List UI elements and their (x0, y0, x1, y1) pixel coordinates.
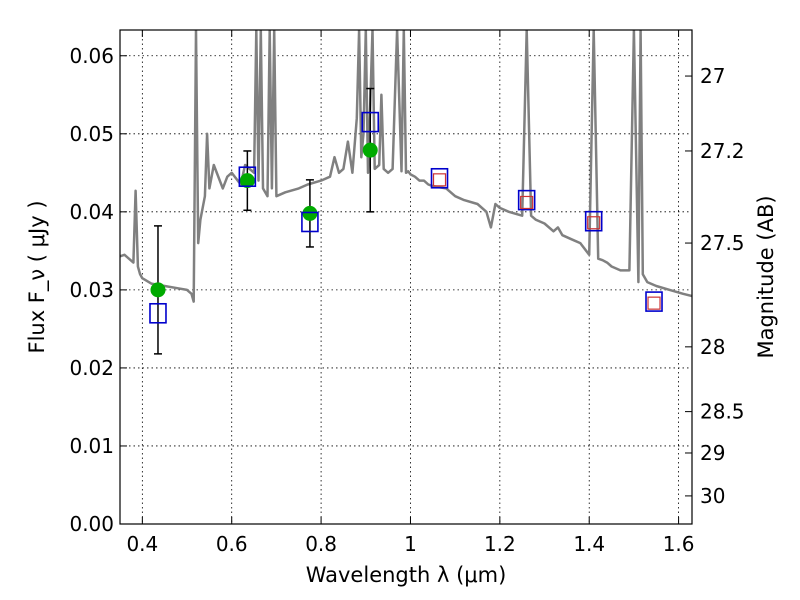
right-tick-label: 27 (700, 64, 725, 88)
model-flux-inner-square (520, 195, 534, 210)
model-flux-square (645, 291, 663, 312)
x-tick-label: 1.6 (663, 532, 695, 556)
spectrum-line (120, 30, 692, 303)
y-tick-label: 0.05 (69, 122, 114, 146)
axis-ticks: 0.4 0.6 0.8 1 1.2 1.4 1.6 0.00 0.01 0.02 0.03 0.04 0… (69, 30, 745, 556)
y-tick-label: 0.06 (69, 44, 114, 68)
right-tick-label: 28.5 (700, 400, 745, 424)
model-flux-inner-square (647, 296, 661, 310)
y-tick-label: 0.03 (69, 278, 114, 302)
x-tick-label: 1.4 (573, 532, 605, 556)
y-tick-label: 0.02 (69, 356, 114, 380)
measured-flux-point (239, 173, 255, 189)
plot-frame (119, 29, 693, 525)
model-flux-square (238, 166, 257, 188)
y-axis-label: Flux F_ν ( μJy ) (25, 200, 50, 353)
x-tick-label: 0.6 (216, 532, 248, 556)
right-tick-label: 27.5 (700, 231, 745, 255)
measured-flux-point (362, 142, 378, 158)
model-flux-square (361, 111, 380, 133)
x-axis-label: Wavelength λ (μm) (306, 563, 507, 587)
right-axis-label: Magnitude (AB) (754, 195, 778, 358)
model-flux-square (584, 210, 603, 232)
y-tick-label: 0.01 (69, 434, 114, 458)
x-tick-label: 0.4 (126, 532, 158, 556)
measured-flux-point (302, 205, 318, 221)
right-tick-label: 30 (700, 484, 725, 508)
right-tick-label: 29 (700, 441, 725, 465)
x-tick-label: 1 (404, 532, 417, 556)
y-tick-label: 0.00 (69, 512, 114, 536)
model-flux-inner-square (587, 216, 601, 230)
plot-area (120, 30, 692, 355)
y-tick-label: 0.04 (69, 200, 114, 224)
x-tick-label: 1.2 (484, 532, 516, 556)
model-flux-inner-square (432, 173, 447, 187)
model-flux-square (301, 211, 319, 233)
right-tick-label: 27.2 (700, 139, 745, 163)
model-flux-square (149, 302, 167, 324)
right-tick-label: 28 (700, 335, 725, 359)
x-tick-label: 0.8 (305, 532, 337, 556)
model-flux-square (517, 189, 536, 211)
measured-flux-point (150, 282, 166, 298)
model-flux-square (430, 167, 449, 189)
